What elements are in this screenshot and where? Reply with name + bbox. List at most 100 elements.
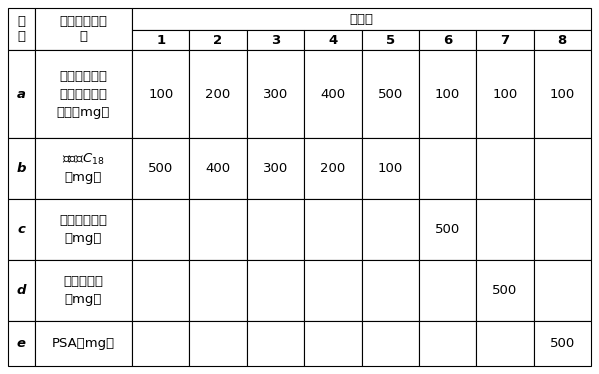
Bar — [534, 260, 591, 321]
Bar — [362, 138, 419, 199]
Bar — [132, 199, 189, 260]
Bar — [476, 260, 534, 321]
Bar — [419, 260, 476, 321]
Bar — [132, 8, 591, 30]
Bar — [362, 50, 419, 138]
Bar — [35, 8, 132, 50]
Text: 500: 500 — [492, 284, 518, 297]
Bar — [304, 50, 362, 138]
Text: 4: 4 — [328, 34, 337, 46]
Bar — [247, 50, 304, 138]
Bar — [189, 199, 247, 260]
Bar — [304, 30, 362, 50]
Text: b: b — [17, 162, 26, 175]
Bar — [189, 260, 247, 321]
Bar — [419, 321, 476, 366]
Text: 400: 400 — [320, 88, 346, 101]
Bar — [419, 30, 476, 50]
Text: 3: 3 — [271, 34, 280, 46]
Text: 100: 100 — [435, 88, 460, 101]
Bar — [476, 50, 534, 138]
Text: 200: 200 — [320, 162, 346, 175]
Text: PSA（mg）: PSA（mg） — [52, 337, 115, 350]
Bar — [8, 138, 35, 199]
Text: 200: 200 — [205, 88, 231, 101]
Bar — [534, 50, 591, 138]
Bar — [8, 199, 35, 260]
Text: e: e — [17, 337, 26, 350]
Bar — [132, 321, 189, 366]
Bar — [189, 30, 247, 50]
Bar — [419, 199, 476, 260]
Bar — [35, 260, 132, 321]
Bar — [304, 321, 362, 366]
Bar — [132, 30, 189, 50]
Text: 序
号: 序 号 — [17, 15, 26, 43]
Text: d: d — [17, 284, 26, 297]
Bar — [476, 138, 534, 199]
Bar — [476, 321, 534, 366]
Text: 7: 7 — [500, 34, 510, 46]
Text: 2: 2 — [213, 34, 223, 46]
Text: 5: 5 — [386, 34, 395, 46]
Text: 100: 100 — [148, 88, 173, 101]
Text: 500: 500 — [550, 337, 575, 350]
Bar — [8, 321, 35, 366]
Bar — [8, 50, 35, 138]
Bar — [247, 199, 304, 260]
Bar — [304, 199, 362, 260]
Text: 酚类环境雌激: 酚类环境雌激 — [59, 70, 107, 83]
Bar — [476, 30, 534, 50]
Bar — [132, 138, 189, 199]
Bar — [362, 199, 419, 260]
Bar — [35, 199, 132, 260]
Bar — [247, 30, 304, 50]
Bar — [304, 138, 362, 199]
Text: 8: 8 — [558, 34, 567, 46]
Bar — [419, 50, 476, 138]
Text: 100: 100 — [492, 88, 518, 101]
Bar — [247, 260, 304, 321]
Text: 300: 300 — [263, 162, 288, 175]
Text: 1: 1 — [156, 34, 165, 46]
Bar — [189, 50, 247, 138]
Text: 素分子印迹聚: 素分子印迹聚 — [59, 88, 107, 101]
Text: 合物（mg）: 合物（mg） — [57, 105, 110, 119]
Text: 6: 6 — [443, 34, 452, 46]
Bar — [132, 50, 189, 138]
Bar — [189, 138, 247, 199]
Bar — [247, 321, 304, 366]
Bar — [534, 199, 591, 260]
Bar — [362, 30, 419, 50]
Text: 500: 500 — [435, 223, 460, 236]
Text: 改性二氧化硅: 改性二氧化硅 — [59, 214, 107, 227]
Text: 粉末状$C_{18}$: 粉末状$C_{18}$ — [62, 152, 105, 168]
Bar — [534, 321, 591, 366]
Bar — [476, 199, 534, 260]
Bar — [35, 138, 132, 199]
Bar — [362, 260, 419, 321]
Bar — [534, 138, 591, 199]
Text: （mg）: （mg） — [65, 232, 102, 245]
Bar — [419, 138, 476, 199]
Text: 100: 100 — [377, 162, 403, 175]
Text: 500: 500 — [148, 162, 173, 175]
Bar — [35, 321, 132, 366]
Bar — [132, 260, 189, 321]
Bar — [247, 138, 304, 199]
Text: 三氧化二铝: 三氧化二铝 — [63, 275, 104, 288]
Bar — [8, 8, 35, 50]
Bar — [362, 321, 419, 366]
Bar — [304, 260, 362, 321]
Text: 组分及制备参
数: 组分及制备参 数 — [59, 15, 107, 43]
Bar — [189, 321, 247, 366]
Text: （mg）: （mg） — [65, 293, 102, 306]
Text: a: a — [17, 88, 26, 101]
Bar — [8, 260, 35, 321]
Bar — [534, 30, 591, 50]
Text: 100: 100 — [550, 88, 575, 101]
Text: 400: 400 — [205, 162, 231, 175]
Text: 300: 300 — [263, 88, 288, 101]
Text: 实施例: 实施例 — [349, 12, 374, 25]
Text: 500: 500 — [377, 88, 403, 101]
